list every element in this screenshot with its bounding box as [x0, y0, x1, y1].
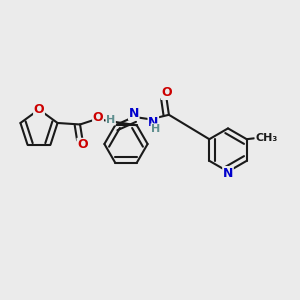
- Text: N: N: [223, 167, 233, 180]
- Text: N: N: [148, 116, 158, 129]
- Text: O: O: [93, 111, 104, 124]
- Text: H: H: [151, 124, 160, 134]
- Text: O: O: [161, 86, 172, 99]
- Text: H: H: [106, 115, 115, 125]
- Text: N: N: [129, 107, 139, 120]
- Text: O: O: [77, 138, 88, 152]
- Text: O: O: [34, 103, 44, 116]
- Text: CH₃: CH₃: [255, 133, 278, 143]
